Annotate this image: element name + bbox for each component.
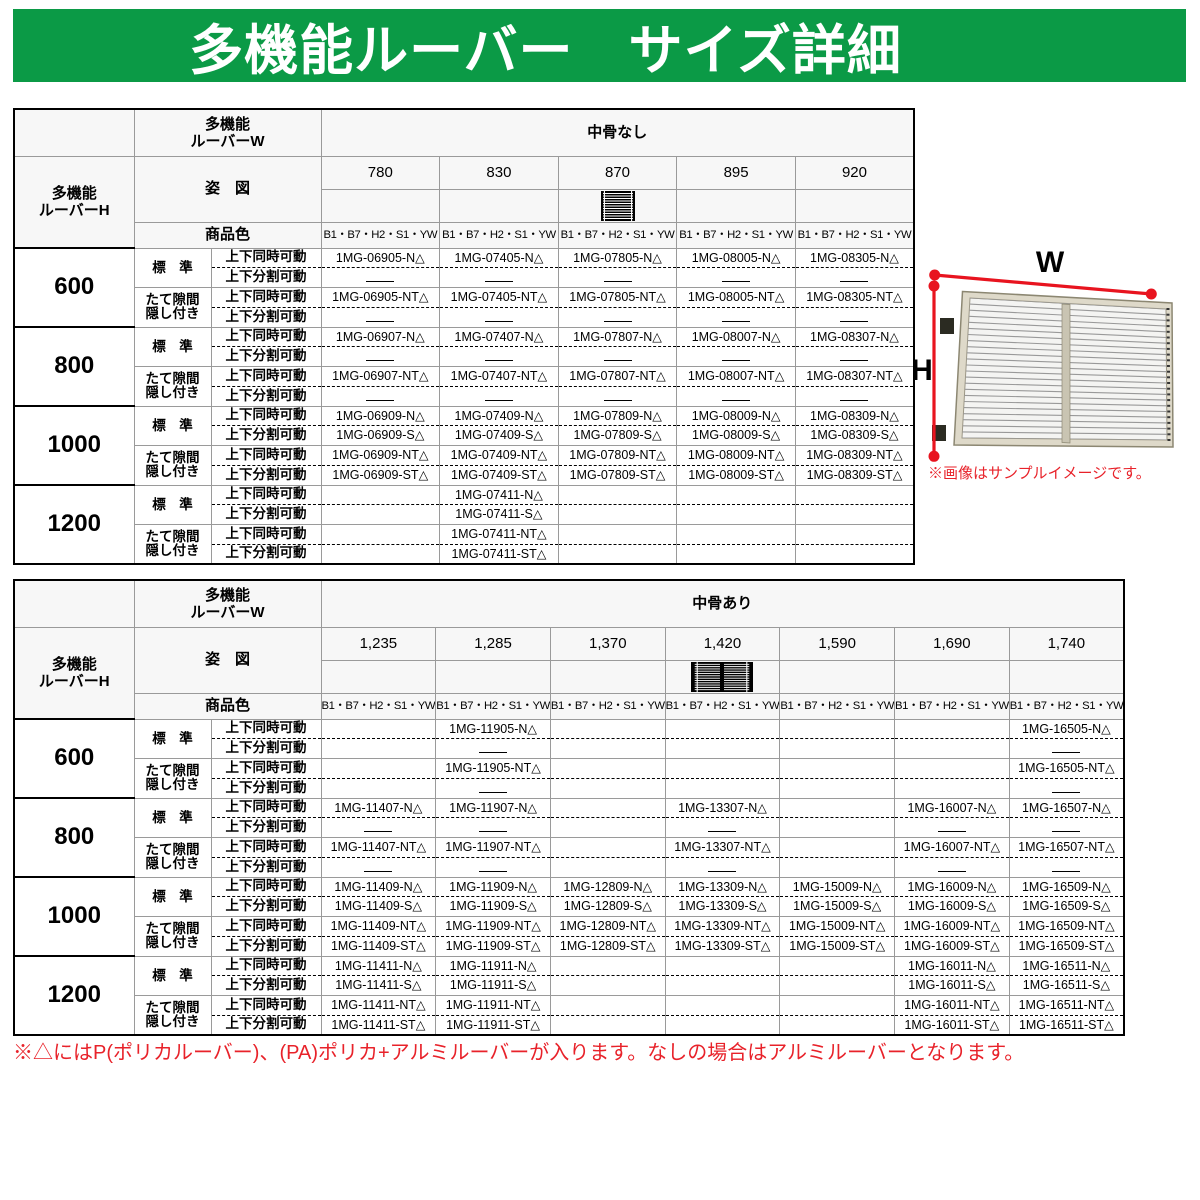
svg-text:H: H [911, 354, 933, 387]
svg-text:W: W [1036, 246, 1065, 279]
